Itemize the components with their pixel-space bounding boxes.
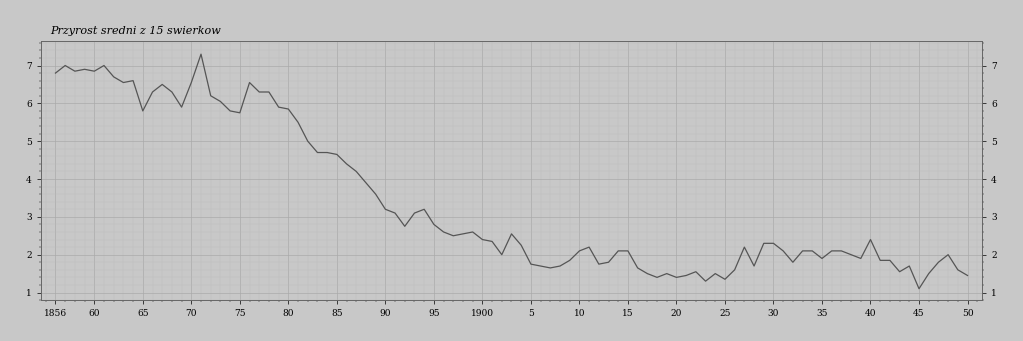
Text: Przyrost sredni z 15 swierkow: Przyrost sredni z 15 swierkow [50, 26, 221, 36]
